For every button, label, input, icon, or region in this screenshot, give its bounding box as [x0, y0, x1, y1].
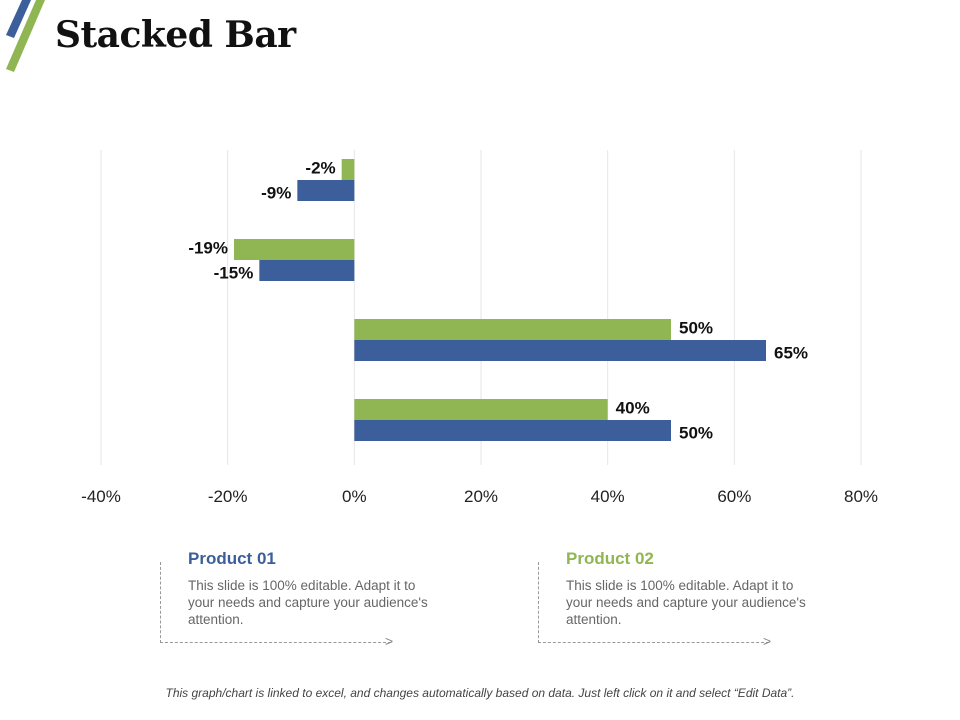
data-label: 50%	[679, 319, 713, 338]
note-heading: Product 01	[188, 549, 276, 568]
bar-product-02	[354, 399, 608, 420]
bar-chart: -40% -20% 0% 20% 40% 60% 80% -2% -9% -19% -15% 50% 6…	[81, 150, 878, 506]
x-tick-label: -20%	[208, 487, 248, 506]
data-label: 50%	[679, 424, 713, 443]
bar-product-01	[259, 260, 355, 281]
x-tick-label: 80%	[844, 487, 878, 506]
note-text: This slide is 100% editable. Adapt it to…	[188, 578, 428, 627]
x-tick-label: 40%	[591, 487, 625, 506]
x-tick-label: 0%	[342, 487, 367, 506]
data-label: -9%	[261, 184, 291, 203]
bar-product-02	[341, 159, 355, 180]
note-product-02: Product 02 This slide is 100% editable. …	[566, 549, 806, 628]
bar-product-01	[354, 420, 671, 441]
arrow-right-icon: >	[385, 633, 394, 649]
x-tick-label: -40%	[81, 487, 121, 506]
note-product-01: Product 01 This slide is 100% editable. …	[188, 549, 428, 628]
page-title: Stacked Bar	[55, 14, 296, 56]
note-heading: Product 02	[566, 549, 654, 568]
note-frame-1	[160, 562, 391, 643]
bar-product-01	[354, 340, 766, 361]
x-tick-label: 20%	[464, 487, 498, 506]
arrow-right-icon: >	[763, 633, 772, 649]
data-label: -2%	[305, 159, 335, 178]
data-label: -15%	[214, 264, 254, 283]
bar-product-02	[354, 319, 671, 340]
data-label: 65%	[774, 344, 808, 363]
x-tick-label: 60%	[717, 487, 751, 506]
logo-stripes	[6, 0, 45, 72]
data-label: -19%	[188, 239, 228, 258]
bar-product-01	[297, 180, 355, 201]
data-label: 40%	[616, 399, 650, 418]
bar-product-02	[234, 239, 355, 260]
note-text: This slide is 100% editable. Adapt it to…	[566, 578, 806, 627]
footer-note: This graph/chart is linked to excel, and…	[165, 686, 795, 700]
note-frame-2	[538, 562, 769, 643]
